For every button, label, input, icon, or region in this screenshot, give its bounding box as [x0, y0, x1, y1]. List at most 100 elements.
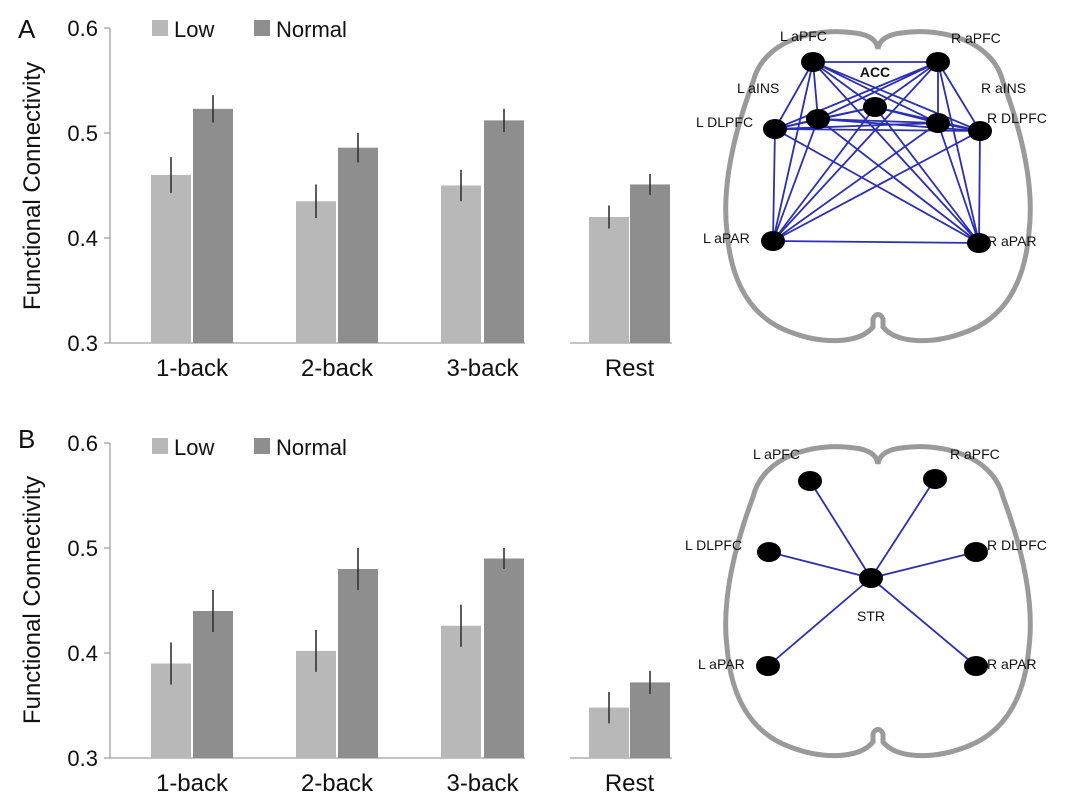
- x-tick-label: 2-back: [301, 355, 374, 382]
- legend-label-low: Low: [174, 435, 214, 460]
- edge-laINS-raPAR: [817, 118, 980, 244]
- edge-raPFC-ACC: [874, 61, 939, 108]
- node-laPAR: [761, 231, 785, 251]
- bar-low-1-back: [151, 175, 191, 343]
- edge-laPFC-laPAR: [772, 61, 814, 242]
- y-tick-label: 0.6: [67, 431, 98, 456]
- edge-raPFC-laINS: [817, 61, 939, 120]
- edge-STR-laPAR: [767, 577, 872, 667]
- edge-laPFC-ACC: [812, 61, 876, 108]
- bar-normal-1-back: [193, 611, 233, 758]
- edge-laINS-laPAR: [772, 118, 819, 242]
- x-tick-label: 2-back: [301, 770, 374, 797]
- node-raPFC: [926, 52, 950, 72]
- x-tick-label: Rest: [605, 355, 655, 382]
- y-tick-label: 0.4: [67, 641, 98, 666]
- legend: Low Normal: [152, 17, 347, 42]
- node-rDLPFC: [968, 121, 992, 141]
- node-label-laPAR: L aPAR: [703, 230, 750, 246]
- node-raINS: [926, 113, 950, 133]
- y-axis-label: Functional Connectivity: [19, 476, 46, 724]
- node-raPAR: [967, 233, 991, 253]
- y-tick-label: 0.5: [67, 121, 98, 146]
- node-label-raPFC: R aPFC: [951, 30, 1001, 46]
- bar-normal-1-back: [193, 108, 233, 343]
- x-tick-label: 3-back: [446, 355, 519, 382]
- node-label-raPFC: R aPFC: [950, 446, 1000, 462]
- legend: Low Normal: [152, 435, 347, 460]
- node-lDLPFC: [757, 542, 781, 562]
- node-label-ACC: ACC: [860, 64, 890, 80]
- brain-diagram-a: L aPFC R aPFC ACC L aINS R aINS L DLPFC R DLPF…: [696, 28, 1047, 344]
- node-STR: [859, 568, 883, 588]
- edge-raPFC-rDLPFC: [937, 61, 981, 132]
- edge-raINS-laPAR: [772, 122, 939, 242]
- brain-outline: [723, 444, 1033, 759]
- y-axis-label: Functional Connectivity: [19, 62, 46, 310]
- legend-swatch-normal: [254, 20, 270, 36]
- y-tick-label: 0.5: [67, 536, 98, 561]
- node-label-laPAR: L aPAR: [698, 656, 745, 672]
- node-label-laINS: L aINS: [737, 80, 779, 96]
- edge-raINS-raPAR: [937, 122, 980, 244]
- y-tick-label: 0.3: [67, 746, 98, 771]
- y-tick-label: 0.4: [67, 226, 98, 251]
- node-label-lDLPFC: L DLPFC: [696, 114, 753, 130]
- legend-swatch-low: [152, 20, 168, 36]
- node-label-rDLPFC: R DLPFC: [987, 110, 1047, 126]
- y-tick-label: 0.3: [67, 331, 98, 356]
- edge-STR-raPAR: [870, 577, 977, 667]
- edge-STR-rDLPFC: [870, 551, 977, 579]
- edge-lDLPFC-laPAR: [772, 128, 776, 242]
- node-raPAR: [964, 656, 988, 676]
- bar-normal-rest: [630, 682, 670, 758]
- edge-STR-laPFC: [809, 480, 872, 579]
- node-label-raINS: R aINS: [981, 80, 1026, 96]
- panel-label: B: [18, 424, 35, 454]
- node-lDLPFC: [763, 119, 787, 139]
- node-laINS: [806, 109, 830, 129]
- bar-low-2-back: [296, 201, 336, 343]
- edge-raINS-lDLPFC: [774, 122, 939, 130]
- edges: [772, 61, 981, 244]
- edge-laPFC-lDLPFC: [774, 61, 814, 130]
- node-label-STR: STR: [857, 608, 885, 624]
- node-raPFC: [923, 469, 947, 489]
- bar-normal-2-back: [338, 147, 378, 343]
- node-label-raPAR: R aPAR: [987, 656, 1037, 672]
- legend-swatch-low: [152, 438, 168, 454]
- legend-swatch-normal: [254, 438, 270, 454]
- edge-laPAR-raPAR: [772, 240, 980, 244]
- edge-rDLPFC-laPAR: [772, 130, 981, 242]
- node-laPFC: [798, 471, 822, 491]
- bar-normal-2-back: [338, 569, 378, 758]
- node-ACC: [863, 97, 887, 117]
- node-rDLPFC: [964, 542, 988, 562]
- panel-a: A Functional Connectivity 0.3 0.4 0.5 0.6 1-ba…: [18, 14, 672, 382]
- edge-STR-lDLPFC: [768, 551, 872, 579]
- edge-lDLPFC-rDLPFC: [774, 128, 981, 132]
- y-tick-label: 0.6: [67, 16, 98, 41]
- brain-outline: [723, 29, 1033, 344]
- node-label-rDLPFC: R DLPFC: [987, 537, 1047, 553]
- x-tick-label: 1-back: [156, 770, 229, 797]
- x-tick-label: Rest: [605, 770, 655, 797]
- bar-low-rest: [589, 217, 629, 343]
- edge-rDLPFC-raPAR: [978, 130, 981, 244]
- bar-low-3-back: [441, 185, 481, 343]
- edge-raPFC-raPAR: [937, 61, 980, 244]
- bar-normal-rest: [630, 184, 670, 343]
- node-laPFC: [801, 52, 825, 72]
- node-label-laPFC: L aPFC: [780, 28, 827, 44]
- brain-diagram-b: L aPFC R aPFC L DLPFC R DLPFC STR L aPAR R aPA…: [685, 444, 1047, 759]
- bar-normal-3-back: [484, 120, 524, 344]
- panel-b: B Functional Connectivity 0.3 0.4 0.5 0.6 1-ba…: [18, 424, 672, 797]
- bar-low-3-back: [441, 625, 481, 758]
- edges: [767, 478, 977, 667]
- edge-STR-raPFC: [870, 478, 936, 579]
- node-laPAR: [756, 656, 780, 676]
- legend-label-normal: Normal: [276, 435, 347, 460]
- x-tick-label: 1-back: [156, 355, 229, 382]
- panel-label: A: [18, 14, 36, 44]
